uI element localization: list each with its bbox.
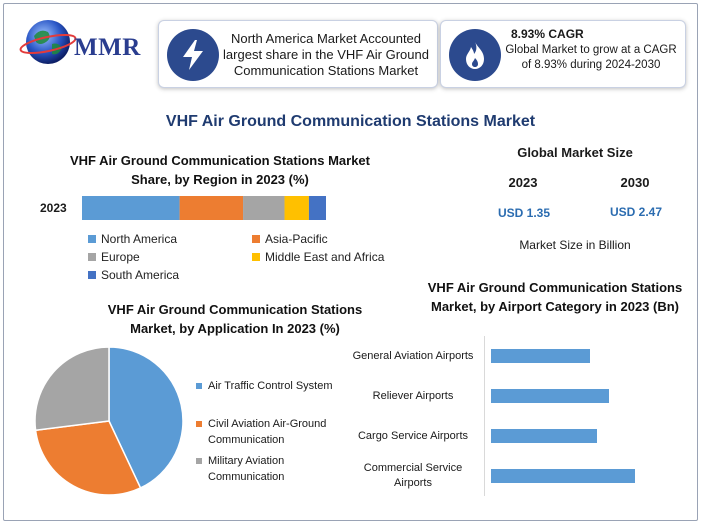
- globe-icon: [19, 20, 77, 64]
- legend-label: Asia-Pacific: [265, 232, 328, 246]
- flame-icon: [449, 29, 501, 81]
- legend-label: South America: [101, 268, 180, 282]
- market-year-2023: 2023: [508, 175, 538, 190]
- region-segment-asia-pacific: [179, 196, 244, 220]
- region-legend-item: North America: [88, 232, 177, 246]
- region-segment-south-america: [308, 196, 326, 220]
- airport-category-label: Commercial Service Airports: [363, 462, 463, 489]
- pie-slice-civil-aviation-air-ground-communication: [34, 420, 142, 496]
- info-card-cagr: 8.93% CAGR Global Market to grow at a CA…: [440, 20, 686, 88]
- legend-swatch: [88, 253, 96, 261]
- cagr-title: 8.93% CAGR: [511, 27, 584, 41]
- application-legend-item: Civil Aviation Air-Ground Communication: [196, 416, 356, 448]
- cagr-text: Global Market to grow at a CAGR of 8.93%…: [505, 44, 677, 71]
- region-legend-item: South America: [88, 268, 179, 282]
- legend-swatch: [196, 421, 202, 427]
- logo-text: MMR: [74, 34, 141, 61]
- region-legend-item: Asia-Pacific: [252, 232, 328, 246]
- market-size-unit-note: Market Size in Billion: [519, 238, 631, 252]
- airport-category-label: Reliever Airports: [372, 389, 454, 402]
- market-value-2030: USD 2.47: [609, 205, 663, 219]
- legend-label: Europe: [101, 250, 140, 264]
- application-legend-item: Military Aviation Communication: [196, 453, 356, 485]
- legend-label: Military Aviation Communication: [208, 455, 285, 483]
- region-stacked-bar: [82, 196, 326, 220]
- mmr-logo: MMR: [18, 12, 146, 72]
- region-segment-north-america: [82, 196, 180, 220]
- region-segment-europe: [243, 196, 285, 220]
- region-legend-item: Middle East and Africa: [252, 250, 384, 264]
- info-card-region: North America Market Accounted largest s…: [158, 20, 438, 88]
- airport-chart-title: VHF Air Ground Communication Stations Ma…: [427, 280, 683, 314]
- legend-swatch: [196, 458, 202, 464]
- airport-bar-chart: General Aviation Airports Reliever Airpor…: [350, 336, 690, 501]
- legend-label: North America: [101, 232, 178, 246]
- legend-swatch: [252, 235, 260, 243]
- region-chart-title: VHF Air Ground Communication Stations Ma…: [70, 153, 370, 187]
- legend-swatch: [88, 235, 96, 243]
- region-segment-middle-east-and-africa: [284, 196, 309, 220]
- airport-bar-commercial-service-airports: [491, 469, 636, 483]
- pie-slice-military-aviation-communication: [34, 346, 110, 432]
- application-pie-chart: [34, 346, 184, 496]
- application-chart-title: VHF Air Ground Communication Stations Ma…: [107, 302, 363, 336]
- legend-swatch: [252, 253, 260, 261]
- market-value-2023: USD 1.35: [497, 206, 551, 220]
- legend-swatch: [88, 271, 96, 279]
- airport-category-label: Cargo Service Airports: [357, 429, 469, 442]
- region-legend-item: Europe: [88, 250, 140, 264]
- legend-label: Middle East and Africa: [265, 250, 385, 264]
- legend-label: Civil Aviation Air-Ground Communication: [208, 418, 327, 446]
- region-share-text: North America Market Accounted largest s…: [223, 31, 429, 78]
- legend-label: Air Traffic Control System: [208, 380, 333, 392]
- pie-slice-air-traffic-control-system: [108, 346, 184, 489]
- application-legend-item: Air Traffic Control System: [196, 378, 356, 394]
- airport-bar-general-aviation-airports: [491, 349, 590, 363]
- airport-chart-axis: [484, 336, 485, 496]
- page-frame: [3, 3, 698, 521]
- market-year-2030: 2030: [620, 175, 650, 190]
- legend-swatch: [196, 383, 202, 389]
- page-title: VHF Air Ground Communication Stations Ma…: [165, 113, 536, 130]
- region-bar-year-label: 2023: [40, 201, 67, 215]
- airport-bar-cargo-service-airports: [491, 429, 598, 443]
- market-size-title: Global Market Size: [517, 145, 633, 160]
- lightning-icon: [167, 29, 219, 81]
- airport-bar-reliever-airports: [491, 389, 609, 403]
- airport-category-label: General Aviation Airports: [352, 349, 474, 362]
